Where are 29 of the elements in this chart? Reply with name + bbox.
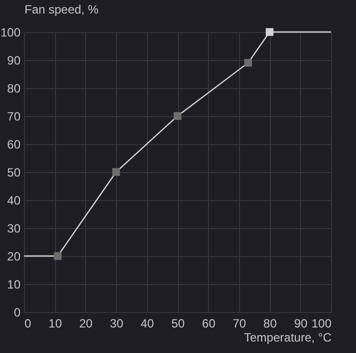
y-tick-label: 50 [7, 166, 21, 180]
x-tick-label: 100 [311, 316, 332, 330]
x-tick-label: 0 [24, 316, 32, 330]
x-tick-label: 50 [171, 316, 185, 330]
x-axis-title: Temperature, °C [244, 330, 332, 344]
x-tick-label: 90 [294, 316, 308, 330]
y-tick-label: 30 [7, 222, 21, 236]
x-tick-label: 20 [79, 316, 93, 330]
point [54, 252, 62, 260]
point [244, 58, 252, 67]
x-tick-label: 60 [202, 316, 216, 330]
y-tick-label: 90 [7, 54, 21, 68]
x-tick-label: 80 [263, 316, 278, 330]
y-tick-label: 60 [7, 138, 21, 152]
point [174, 112, 182, 120]
x-tick-label: 30 [110, 316, 124, 330]
y-tick-label: 70 [7, 110, 21, 124]
y-tick-label: 0 [14, 306, 21, 320]
y-tick-label: 40 [7, 194, 21, 208]
x-tick-label: 70 [232, 316, 246, 330]
y-tick-label: 20 [7, 250, 21, 264]
x-tick-label: 10 [48, 316, 62, 330]
point [112, 168, 120, 176]
y-axis-title: Fan speed, % [24, 2, 99, 16]
y-tick-label: 100 [0, 26, 21, 40]
y-tick-label: 80 [7, 82, 21, 96]
point [266, 28, 274, 36]
y-tick-label: 10 [7, 278, 21, 292]
x-tick-label: 40 [140, 316, 154, 330]
